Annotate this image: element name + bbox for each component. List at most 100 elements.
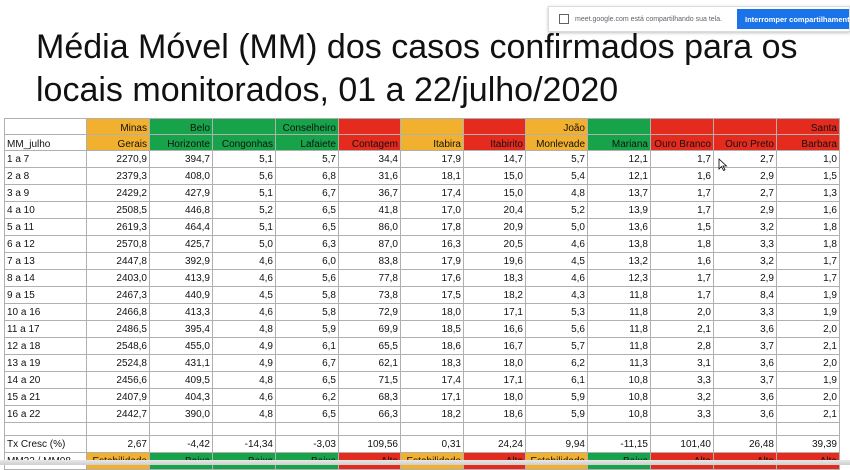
table-cell: 2447,8: [86, 252, 150, 270]
table-row: 9 a 15 2467,3 440,9 4,5 5,8 73,8 17,5 18,2 4,3 11…: [4, 286, 840, 304]
column-header-top-2: [212, 118, 276, 135]
table-cell: 2,1: [776, 405, 840, 423]
table-cell: 20,9: [463, 218, 526, 236]
table-row: 3 a 9 2429,2 427,9 5,1 6,7 36,7 17,4 15,0 4,8 13,…: [4, 184, 840, 202]
table-cell: 1,7: [650, 201, 714, 219]
column-header-top-0: Minas: [86, 118, 150, 135]
column-header-top-1: Belo: [149, 118, 213, 135]
table-cell: 4,5: [525, 252, 588, 270]
row-label: 2 a 8: [4, 167, 87, 185]
table-row: 10 a 16 2466,8 413,3 4,6 5,8 72,9 18,0 17,1 5,3 1…: [4, 303, 840, 321]
table-cell: 3,6: [713, 405, 777, 423]
table-cell: 1,7: [650, 184, 714, 202]
table-cell: 87,0: [338, 235, 401, 253]
table-cell: 2456,6: [86, 371, 150, 389]
table-cell: 6,0: [275, 252, 339, 270]
row-label: 11 a 17: [4, 320, 87, 338]
table-cell: 3,3: [650, 405, 714, 423]
row-label: 6 a 12: [4, 235, 87, 253]
table-cell: 5,3: [525, 303, 588, 321]
table-cell: 18,0: [463, 354, 526, 372]
table-row: 1 a 7 2270,9 394,7 5,1 5,7 34,4 17,9 14,7 5,7 12,…: [4, 150, 840, 168]
column-header-9: Ouro Branco: [650, 134, 714, 151]
table-cell: 3,7: [713, 371, 777, 389]
spacer-cell: [587, 422, 651, 436]
table-cell: 3,3: [713, 303, 777, 321]
table-cell: 4,6: [212, 303, 276, 321]
table-cell: 4,6: [525, 235, 588, 253]
table-cell: 2407,9: [86, 388, 150, 406]
table-cell: 4,8: [212, 371, 276, 389]
table-cell: 12,3: [587, 269, 651, 287]
table-cell: 16,6: [463, 320, 526, 338]
table-cell: 17,6: [400, 269, 464, 287]
table-cell: 395,4: [149, 320, 213, 338]
table-cell: 5,4: [525, 167, 588, 185]
table-row: 5 a 11 2619,3 464,4 5,1 6,5 86,0 17,8 20,9 5,0 13…: [4, 218, 840, 236]
column-header-7: Monlevade: [525, 134, 588, 151]
table-cell: 408,0: [149, 167, 213, 185]
table-cell: 2,0: [776, 354, 840, 372]
table-cell: 41,8: [338, 201, 401, 219]
table-cell: 34,4: [338, 150, 401, 168]
table-cell: 3,7: [713, 337, 777, 355]
table-cell: 18,2: [463, 286, 526, 304]
table-cell: 1,6: [650, 252, 714, 270]
growth-rate-row: Tx Cresc (%) 2,67 -4,42 -14,34 -3,03 109,56 0,…: [4, 435, 840, 453]
growth-rate-cell: 109,56: [338, 435, 401, 453]
table-cell: 17,0: [400, 201, 464, 219]
table-cell: 2,9: [713, 269, 777, 287]
table-cell: 17,9: [400, 150, 464, 168]
spacer-cell: [212, 422, 276, 436]
table-cell: 2403,0: [86, 269, 150, 287]
table-row: 16 a 22 2442,7 390,0 4,8 6,5 66,3 18,2 18,6 5,9 1…: [4, 405, 840, 423]
row-label: 15 a 21: [4, 388, 87, 406]
moving-average-table: Minas Belo Conselheiro João Santa MM_julho Ger…: [4, 118, 840, 470]
row-label: 1 a 7: [4, 150, 87, 168]
table-cell: 2467,3: [86, 286, 150, 304]
table-cell: 3,2: [650, 388, 714, 406]
table-cell: 20,5: [463, 235, 526, 253]
table-row: 7 a 13 2447,8 392,9 4,6 6,0 83,8 17,9 19,6 4,5 13…: [4, 252, 840, 270]
table-cell: 13,8: [587, 235, 651, 253]
table-cell: 431,1: [149, 354, 213, 372]
table-cell: 5,9: [275, 320, 339, 338]
table-cell: 2524,8: [86, 354, 150, 372]
table-cell: 5,2: [212, 201, 276, 219]
screen-share-icon: [559, 14, 569, 24]
table-row: 11 a 17 2486,5 395,4 4,8 5,9 69,9 18,5 16,6 5,6 1…: [4, 320, 840, 338]
table-cell: 394,7: [149, 150, 213, 168]
table-cell: 36,7: [338, 184, 401, 202]
table-cell: 2429,2: [86, 184, 150, 202]
table-cell: 6,2: [525, 354, 588, 372]
spacer-cell: [650, 422, 714, 436]
table-cell: 2548,6: [86, 337, 150, 355]
table-cell: 2270,9: [86, 150, 150, 168]
spacer-cell: [149, 422, 213, 436]
table-cell: 66,3: [338, 405, 401, 423]
growth-rate-cell: 39,39: [776, 435, 840, 453]
table-cell: 15,0: [463, 167, 526, 185]
table-cell: 5,9: [525, 405, 588, 423]
table-cell: 1,5: [776, 167, 840, 185]
table-cell: 10,8: [587, 371, 651, 389]
screen-share-notification: meet.google.com está compartilhando sua …: [548, 6, 850, 32]
table-cell: 2,8: [650, 337, 714, 355]
table-cell: 77,8: [338, 269, 401, 287]
table-row: 2 a 8 2379,3 408,0 5,6 6,8 31,6 18,1 15,0 5,4 12,…: [4, 167, 840, 185]
table-cell: 17,9: [400, 252, 464, 270]
spacer-cell: [713, 422, 777, 436]
stop-sharing-button[interactable]: Interromper compartilhamento: [737, 9, 849, 29]
table-cell: 4,6: [212, 388, 276, 406]
row-label: 4 a 10: [4, 201, 87, 219]
table-cell: 13,7: [587, 184, 651, 202]
column-header-top-9: [650, 118, 714, 135]
table-cell: 17,1: [400, 388, 464, 406]
table-cell: 2,0: [776, 320, 840, 338]
table-cell: 13,9: [587, 201, 651, 219]
column-header-2: Congonhas: [212, 134, 276, 151]
column-header-6: Itabirito: [463, 134, 526, 151]
table-cell: 1,8: [776, 218, 840, 236]
table-cell: 11,8: [587, 303, 651, 321]
table-cell: 18,6: [463, 405, 526, 423]
